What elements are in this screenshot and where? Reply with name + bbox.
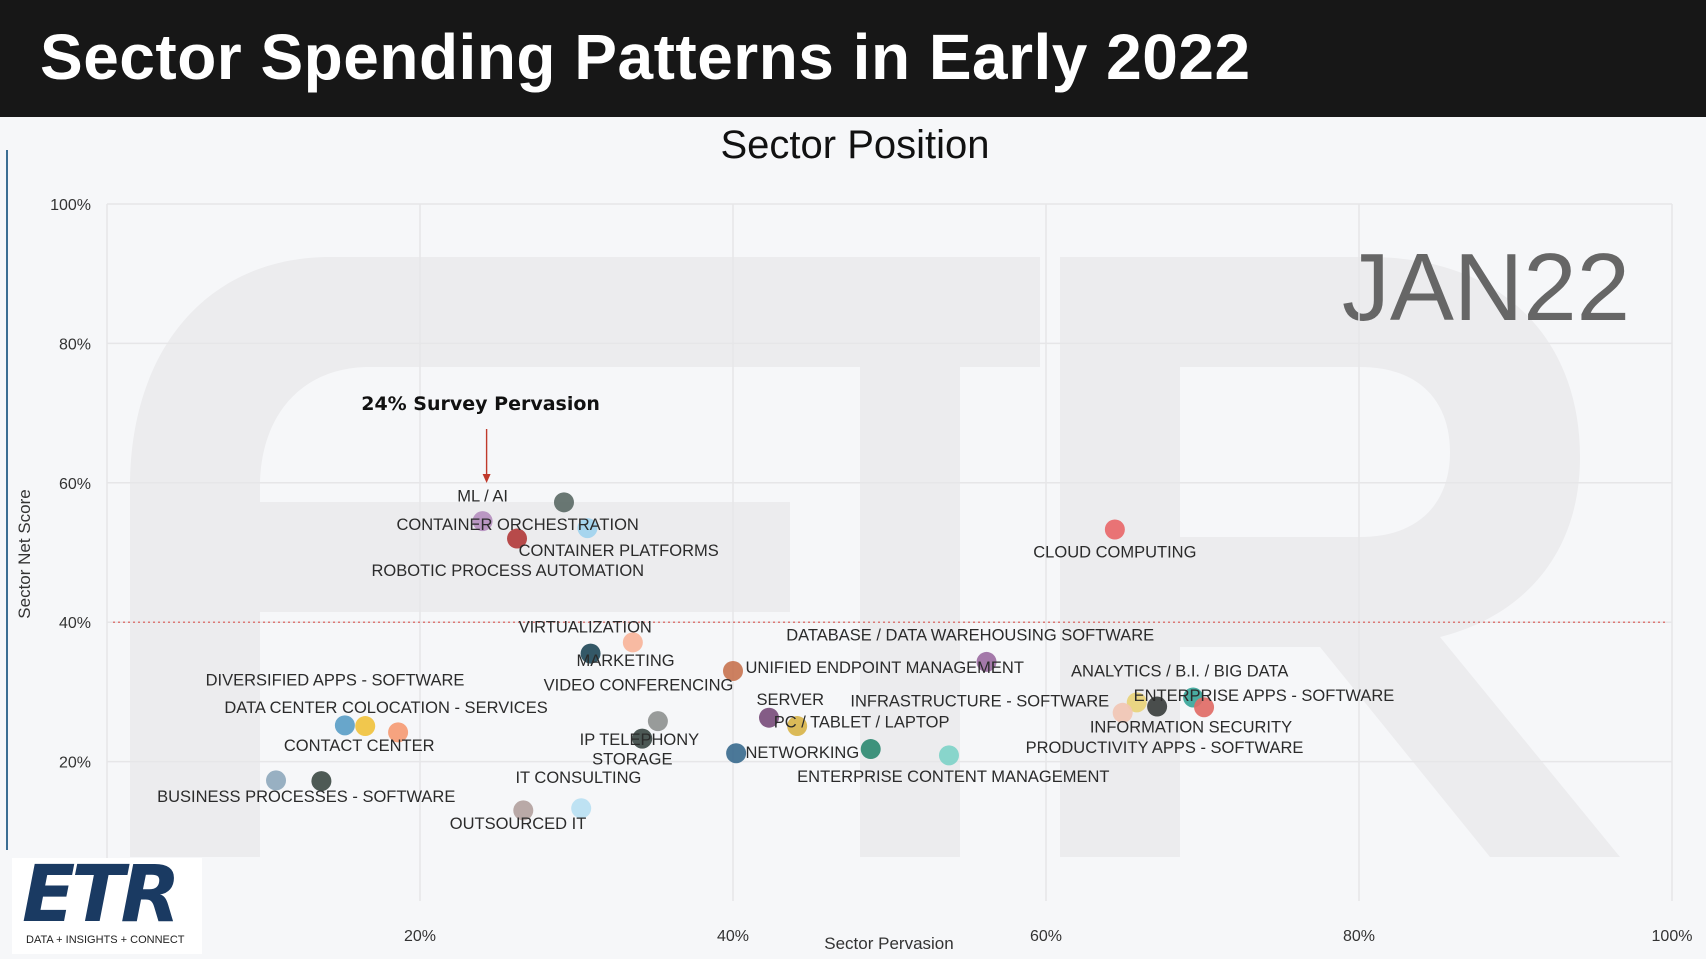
annotation-group: 24% Survey Pervasion [361, 393, 600, 483]
point-label: IT CONSULTING [515, 769, 641, 787]
point-label: DATA CENTER COLOCATION - SERVICES [224, 699, 547, 717]
watermark-label: JAN22 [1342, 234, 1630, 341]
point-label: ANALYTICS / B.I. / BIG DATA [1071, 663, 1288, 681]
scatter-point[interactable] [1112, 702, 1133, 723]
y-tick-label: 40% [59, 615, 91, 632]
point-label: CONTAINER PLATFORMS [519, 542, 719, 560]
point-label: BUSINESS PROCESSES - SOFTWARE [157, 788, 455, 806]
y-tick-label: 80% [59, 336, 91, 353]
point-label: CONTACT CENTER [284, 737, 435, 755]
scatter-point[interactable] [1147, 696, 1168, 717]
y-axis-label: Sector Net Score [15, 489, 34, 618]
annotation-text: 24% Survey Pervasion [361, 393, 600, 415]
annotation-arrowhead-icon [482, 474, 491, 483]
point-label: PC / TABLET / LAPTOP [774, 713, 950, 731]
chart-title: Sector Position [720, 123, 989, 167]
point-label: SERVER [756, 691, 824, 709]
scatter-point[interactable] [553, 492, 574, 513]
scatter-point[interactable] [266, 770, 287, 791]
scatter-point[interactable] [632, 728, 653, 749]
scatter-point[interactable] [355, 716, 376, 737]
axis-ticks: 20% 40% 60% 80% 100% 20% 40% 60% 80% 100% [50, 197, 1692, 945]
x-tick-label: 60% [1030, 928, 1062, 945]
logo-mark: ETR [22, 850, 181, 940]
point-label: DIVERSIFIED APPS - SOFTWARE [206, 672, 465, 690]
scatter-point[interactable] [311, 771, 332, 792]
x-tick-label: 40% [717, 928, 749, 945]
scatter-point[interactable] [571, 798, 592, 819]
scatter-point[interactable] [860, 739, 881, 760]
scatter-point[interactable] [1126, 692, 1147, 713]
point-label: CLOUD COMPUTING [1033, 543, 1196, 561]
point-label: MARKETING [577, 652, 675, 670]
x-tick-label: 20% [404, 928, 436, 945]
logo-tagline: DATA + INSIGHTS + CONNECT [26, 934, 185, 946]
scatter-point[interactable] [507, 528, 528, 549]
sector-position-chart: Sector Position JAN22 20% 40% 60% 80% 100%20… [15, 123, 1692, 953]
point-label: INFORMATION SECURITY [1090, 718, 1292, 736]
scatter-point[interactable] [472, 511, 493, 532]
point-label: ENTERPRISE CONTENT MANAGEMENT [797, 768, 1109, 786]
y-tick-label: 100% [50, 197, 91, 214]
point-label: DATABASE / DATA WAREHOUSING SOFTWARE [786, 626, 1154, 644]
point-label: PRODUCTIVITY APPS - SOFTWARE [1026, 739, 1304, 757]
point-label: VIDEO CONFERENCING [544, 677, 734, 695]
point-label: STORAGE [592, 750, 672, 768]
point-label: ML / AI [457, 488, 508, 506]
point-label: ENTERPRISE APPS - SOFTWARE [1134, 687, 1395, 705]
scatter-point[interactable] [938, 745, 959, 766]
scatter-point[interactable] [723, 660, 743, 681]
scatter-point[interactable] [622, 632, 643, 653]
point-label: ROBOTIC PROCESS AUTOMATION [371, 562, 644, 580]
gridlines [106, 203, 1673, 901]
scatter-point[interactable] [388, 722, 409, 743]
point-label: INFRASTRUCTURE - SOFTWARE [850, 693, 1109, 711]
x-axis-label: Sector Pervasion [824, 934, 953, 953]
point-label: NETWORKING [746, 744, 860, 762]
point-label: OUTSOURCED IT [450, 815, 587, 833]
page-title: Sector Spending Patterns in Early 2022 [40, 21, 1251, 93]
point-label: UNIFIED ENDPOINT MANAGEMENT [746, 659, 1024, 677]
point-labels: ML / AI CONTAINER ORCHESTRATION CONTAINER … [157, 488, 1394, 834]
x-tick-label: 80% [1343, 928, 1375, 945]
scatter-point[interactable] [787, 716, 808, 737]
scatter-point[interactable] [580, 643, 601, 664]
scatter-points [266, 492, 1215, 821]
y-tick-label: 20% [59, 755, 91, 772]
scatter-point[interactable] [726, 743, 747, 764]
etr-logo: ETR DATA + INSIGHTS + CONNECT [12, 850, 202, 954]
point-label: CONTAINER ORCHESTRATION [397, 516, 639, 534]
scatter-point[interactable] [577, 518, 598, 539]
scatter-point[interactable] [647, 711, 668, 732]
scatter-point[interactable] [1194, 697, 1215, 718]
scatter-point[interactable] [334, 715, 355, 736]
x-tick-label: 100% [1652, 928, 1693, 945]
scatter-point[interactable] [758, 707, 779, 728]
left-accent-line [6, 150, 8, 850]
point-label: VIRTUALIZATION [519, 619, 652, 637]
y-tick-label: 60% [59, 476, 91, 493]
point-label: IP TELEPHONY [580, 731, 700, 749]
scatter-point[interactable] [1104, 519, 1125, 540]
scatter-point[interactable] [976, 651, 997, 672]
scatter-point[interactable] [513, 800, 534, 821]
header-bar: Sector Spending Patterns in Early 2022 [0, 0, 1706, 117]
